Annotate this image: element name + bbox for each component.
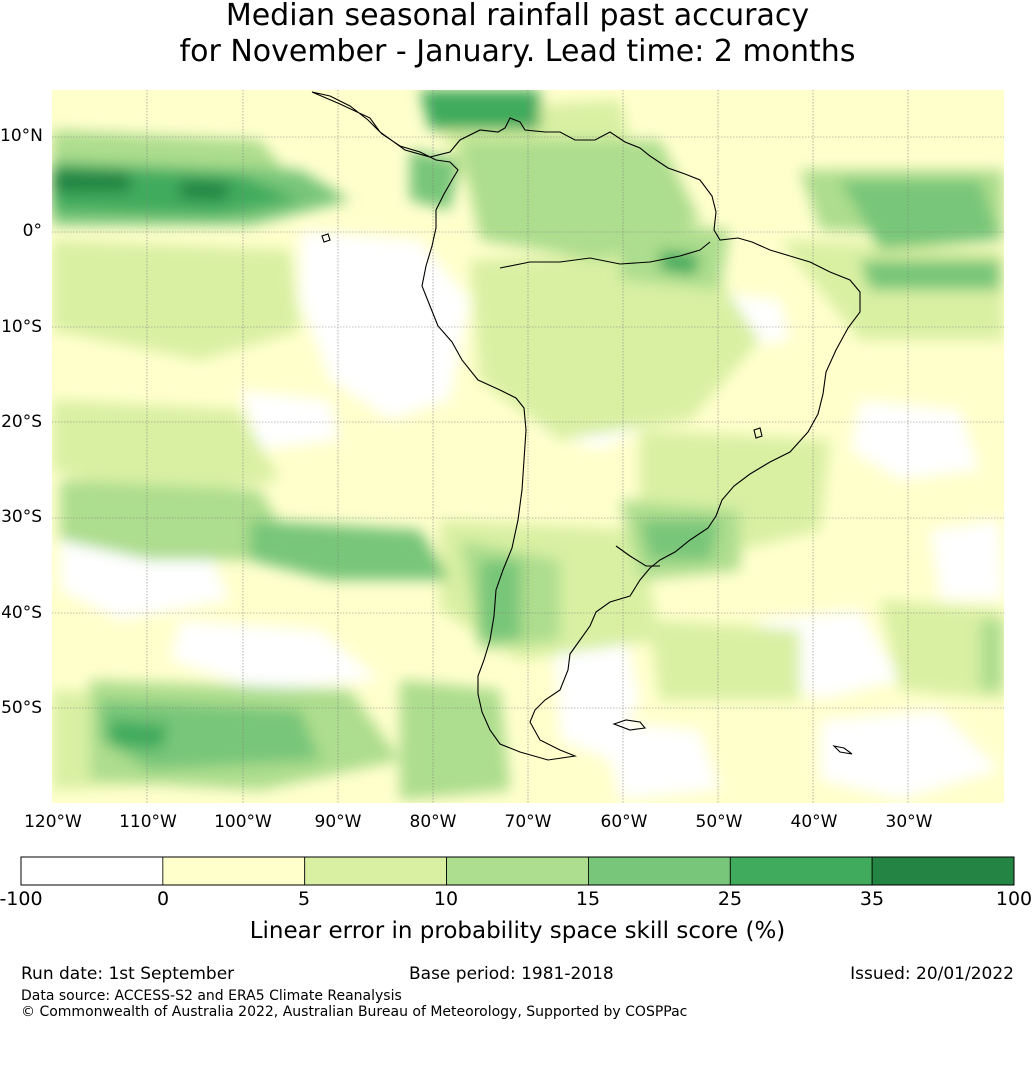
lat-label-20s: 20°S <box>1 412 42 432</box>
colorbar <box>20 856 1015 886</box>
colorbar-tick-35: 35 <box>859 888 885 910</box>
colorbar-tick-10: 10 <box>433 888 459 910</box>
coastline <box>311 91 861 761</box>
colorbar-bin <box>588 856 731 886</box>
colorbar-tick-25: 25 <box>717 888 743 910</box>
lon-label-30w: 30°W <box>885 812 933 832</box>
colorbar-bin <box>304 856 447 886</box>
colorbar-tick-15: 15 <box>575 888 601 910</box>
coastline-lake <box>753 427 763 439</box>
base-period: Base period: 1981-2018 <box>409 964 614 984</box>
colorbar-bin <box>446 856 589 886</box>
colorbar-label: Linear error in probability space skill … <box>249 918 786 944</box>
colorbar-tick-5: 5 <box>297 888 311 910</box>
copyright: © Commonwealth of Australia 2022, Austra… <box>21 1004 688 1020</box>
coastline-amazon-river <box>499 241 711 269</box>
coastline-falklands <box>612 719 647 731</box>
colorbar-tick-100: 100 <box>995 888 1033 910</box>
coastline-rio-de-la-plata <box>615 545 660 567</box>
lon-label-80w: 80°W <box>409 812 457 832</box>
coastline-galapagos <box>321 233 331 243</box>
lat-label-10n: 10°N <box>0 126 43 146</box>
lon-label-110w: 110°W <box>119 812 177 832</box>
colorbar-tick-minus100: -100 <box>0 888 43 910</box>
gridlines <box>52 90 1004 803</box>
colorbar-bin <box>162 856 306 886</box>
lon-label-70w: 70°W <box>504 812 552 832</box>
colorbar-frame <box>20 856 1015 886</box>
lat-label-30s: 30°S <box>1 507 42 527</box>
lon-label-50w: 50°W <box>695 812 743 832</box>
lon-label-60w: 60°W <box>600 812 648 832</box>
coastline-continent <box>311 91 861 761</box>
colorbar-bin <box>20 856 164 886</box>
colorbar-tick-0: 0 <box>156 888 170 910</box>
issued-date: Issued: 20/01/2022 <box>850 964 1014 984</box>
run-date: Run date: 1st September <box>21 964 235 984</box>
lon-label-100w: 100°W <box>214 812 272 832</box>
chart-title-line-1: Median seasonal rainfall past accuracy <box>225 0 810 33</box>
skill-patches <box>52 90 1004 800</box>
lat-label-40s: 40°S <box>1 603 42 623</box>
coastline-south-georgia <box>832 745 853 755</box>
colorbar-bin <box>729 856 873 886</box>
lat-label-50s: 50°S <box>1 698 42 718</box>
data-source: Data source: ACCESS-S2 and ERA5 Climate … <box>21 988 402 1004</box>
lon-label-90w: 90°W <box>314 812 362 832</box>
skill-score-map <box>20 90 1015 886</box>
colorbar-bin <box>871 856 1015 886</box>
chart-title-line-2: for November - January. Lead time: 2 mon… <box>179 34 856 69</box>
lat-label-0: 0° <box>22 221 42 241</box>
lon-label-40w: 40°W <box>790 812 838 832</box>
skill-field <box>52 90 1004 803</box>
lon-label-120w: 120°W <box>24 812 82 832</box>
lat-label-10s: 10°S <box>1 317 42 337</box>
